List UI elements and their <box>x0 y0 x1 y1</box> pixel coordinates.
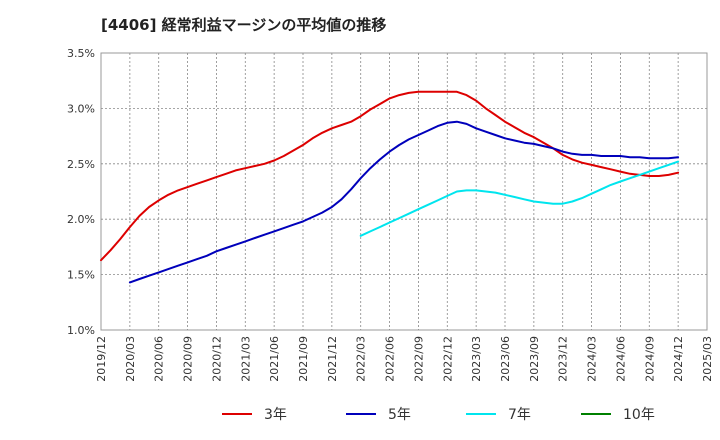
x-tick-label: 2023/09 <box>528 336 541 382</box>
x-tick-label: 2019/12 <box>95 336 108 382</box>
series-line-3年 <box>100 90 680 262</box>
x-tick-label: 2021/12 <box>326 336 339 382</box>
y-tick-label: 1.0% <box>67 324 95 337</box>
series-line-7年 <box>359 160 680 237</box>
x-tick-label: 2024/06 <box>614 336 627 382</box>
grid-lines <box>101 53 707 330</box>
x-tick-label: 2022/09 <box>412 336 425 382</box>
chart-title: [4406] 経常利益マージンの平均値の推移 <box>101 16 387 34</box>
x-tick-label: 2022/12 <box>441 336 454 382</box>
x-tick-label: 2021/09 <box>297 336 310 382</box>
legend-label-3年: 3年 <box>264 407 287 423</box>
x-tick-label: 2020/03 <box>124 336 137 382</box>
x-tick-label: 2023/06 <box>499 336 512 382</box>
y-axis-ticks: 1.0% 1.5% 2.0% 2.5% 3.0% 3.5% <box>67 47 95 337</box>
y-tick-label: 2.0% <box>67 213 95 226</box>
x-tick-label: 2020/09 <box>182 336 195 382</box>
x-tick-label: 2023/12 <box>557 336 570 382</box>
y-tick-label: 3.5% <box>67 47 95 60</box>
y-tick-label: 1.5% <box>67 269 95 282</box>
y-tick-label: 3.0% <box>67 102 95 115</box>
legend-label-10年: 10年 <box>623 407 655 423</box>
x-tick-label: 2022/03 <box>355 336 368 382</box>
x-tick-label: 2024/09 <box>643 336 656 382</box>
x-tick-label: 2020/12 <box>210 336 223 382</box>
series-line-5年 <box>128 120 680 284</box>
x-tick-label: 2024/12 <box>672 336 685 382</box>
y-tick-label: 2.5% <box>67 158 95 171</box>
legend-label-5年: 5年 <box>388 407 411 423</box>
x-tick-label: 2025/03 <box>701 336 714 382</box>
series-lines <box>100 90 680 284</box>
x-tick-label: 2024/03 <box>586 336 599 382</box>
x-tick-label: 2021/06 <box>268 336 281 382</box>
legend-label-7年: 7年 <box>508 407 531 423</box>
x-axis-ticks: 2019/12 2020/03 2020/06 2020/09 2020/12 2021/… <box>95 336 714 382</box>
plot-area <box>100 52 708 331</box>
x-tick-label: 2022/06 <box>384 336 397 382</box>
legend: 3年 5年 7年 10年 <box>222 407 655 423</box>
x-tick-label: 2020/06 <box>153 336 166 382</box>
x-tick-label: 2023/03 <box>470 336 483 382</box>
x-tick-label: 2021/03 <box>239 336 252 382</box>
